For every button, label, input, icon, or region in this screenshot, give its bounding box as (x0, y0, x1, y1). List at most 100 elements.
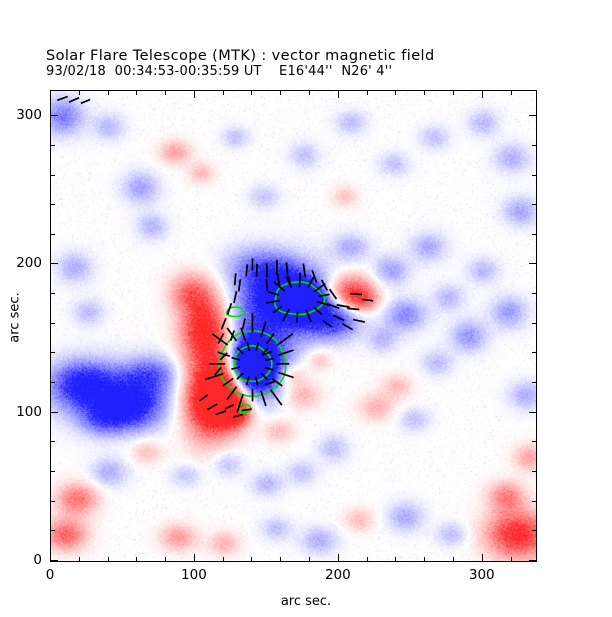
field-vector (254, 376, 259, 386)
field-vector (204, 372, 224, 381)
field-vector (68, 96, 80, 103)
field-vector (199, 394, 209, 402)
field-vector (265, 299, 281, 304)
y-tick-label: 200 (16, 255, 42, 272)
field-vector (245, 376, 250, 386)
y-tick (51, 500, 55, 502)
field-vector (265, 332, 275, 345)
x-tick (280, 557, 282, 561)
field-vector (278, 349, 294, 356)
y-tick-right (532, 174, 536, 176)
y-tick-right (532, 471, 536, 473)
field-vector (226, 386, 238, 401)
y-tick (51, 382, 55, 384)
x-tick-top (424, 91, 426, 95)
field-vector (260, 321, 267, 338)
field-vector (313, 306, 323, 316)
field-vector (224, 403, 235, 410)
field-vector (278, 371, 294, 379)
field-vector (265, 279, 269, 292)
field-vector (296, 311, 299, 323)
y-tick-label: 300 (16, 107, 42, 124)
magnetogram-plot-area (50, 90, 537, 562)
y-tick (51, 560, 58, 561)
field-vector (231, 366, 241, 371)
x-tick-top (309, 91, 311, 95)
field-vector (206, 403, 218, 411)
magnetogram-image (51, 91, 536, 561)
x-tick-label: 0 (45, 567, 55, 583)
y-tick-right (532, 352, 536, 354)
y-tick-right (532, 500, 536, 502)
x-axis-title: arc sec. (280, 594, 332, 609)
x-tick (107, 557, 109, 561)
x-tick (136, 557, 138, 561)
y-tick-right (532, 441, 536, 443)
y-tick-right (532, 293, 536, 295)
field-vector (350, 292, 363, 296)
x-tick-top (395, 91, 397, 95)
y-tick-right (529, 560, 536, 561)
field-vector (272, 305, 283, 314)
field-vector (328, 288, 338, 300)
field-vector (271, 377, 283, 387)
y-tick-right (532, 144, 536, 146)
x-tick-top (481, 91, 483, 98)
field-vector (320, 279, 329, 291)
field-vector (268, 291, 280, 296)
field-vector (260, 390, 267, 407)
x-tick (424, 557, 426, 561)
y-tick (51, 174, 55, 176)
x-tick-label: 100 (181, 567, 207, 583)
y-tick (51, 471, 55, 473)
field-vector (57, 95, 68, 102)
field-vector (285, 262, 289, 276)
field-vector (217, 333, 225, 344)
x-tick (366, 557, 368, 561)
y-tick (51, 293, 55, 295)
field-vector (326, 303, 340, 309)
x-tick (481, 554, 483, 561)
x-tick-label: 200 (324, 567, 351, 583)
contour-upper-spot (274, 280, 326, 316)
contour-small-central (225, 306, 246, 318)
y-tick (51, 530, 55, 532)
field-vector (318, 293, 330, 298)
field-vector (264, 357, 274, 362)
field-vector (220, 317, 227, 330)
field-vector (276, 333, 294, 346)
field-vector (241, 408, 252, 412)
x-tick-top (136, 91, 138, 95)
field-vector (352, 318, 366, 323)
field-vector (347, 307, 360, 311)
field-vector (219, 352, 228, 361)
x-tick-top (50, 91, 51, 98)
field-vector (233, 273, 237, 286)
vector-and-contour-overlay (57, 95, 374, 418)
field-vector (241, 318, 247, 330)
x-tick-top (366, 91, 368, 95)
x-tick-top (222, 91, 224, 95)
y-tick-label: 100 (16, 403, 42, 420)
x-tick-top (193, 91, 195, 98)
x-tick-top (165, 91, 167, 95)
figure-subtitle: 93/02/18 00:34:53-00:35:59 UT E16'44'' N… (46, 64, 393, 79)
y-tick (51, 441, 55, 443)
field-vector (307, 276, 315, 288)
field-vector (298, 272, 302, 287)
y-tick-right (532, 322, 536, 324)
field-vector (336, 304, 350, 308)
y-axis-title: arc sec. (7, 292, 23, 343)
field-vector (226, 327, 238, 342)
field-vector (236, 394, 244, 413)
figure-title: Solar Flare Telescope (MTK) : vector mag… (46, 48, 435, 64)
y-tick-right (532, 233, 536, 235)
field-vector (214, 366, 222, 376)
field-vector (215, 410, 227, 416)
x-tick-top (337, 91, 339, 98)
field-vector (233, 413, 244, 418)
y-tick (51, 144, 55, 146)
field-vector (229, 330, 235, 342)
field-vector (305, 308, 313, 323)
